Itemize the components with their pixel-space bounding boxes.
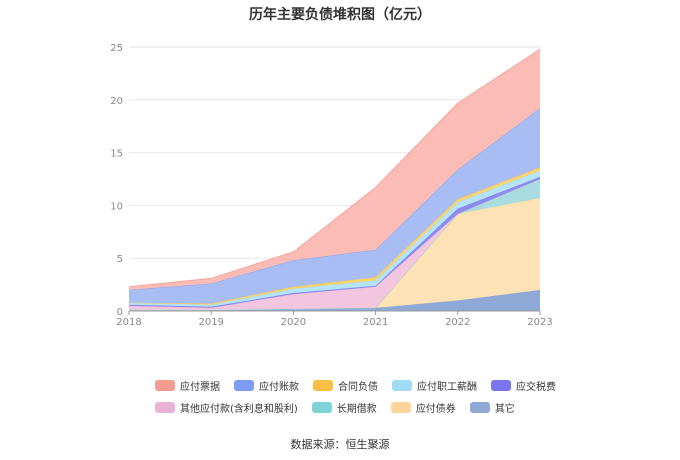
legend-label: 其它	[494, 403, 515, 415]
legend-swatch	[390, 401, 411, 413]
y-tick-label: 15	[110, 149, 123, 160]
legend-item[interactable]: 合同负债	[313, 376, 378, 394]
legend-row-1: 应付票据 应付账款 合同负债 应付职工薪酬 应交税费	[155, 376, 575, 394]
legend-swatch	[155, 379, 175, 391]
legend-item[interactable]: 应付账款	[234, 376, 299, 394]
x-tick-label: 2018	[116, 317, 141, 328]
y-tick-label: 5	[117, 254, 123, 265]
x-tick-label: 2020	[281, 317, 306, 328]
legend-swatch	[313, 379, 333, 391]
legend-item[interactable]: 应付票据	[155, 376, 220, 394]
legend-swatch	[491, 379, 511, 391]
legend-item[interactable]: 其他应付款(含利息和股利)	[155, 398, 298, 416]
legend-label: 应付票据	[180, 381, 220, 393]
y-tick-label: 10	[110, 201, 123, 212]
x-tick-label: 2019	[198, 317, 223, 328]
area-edge-8	[128, 48, 541, 288]
area-series-7	[129, 108, 540, 304]
area-series-1	[129, 198, 540, 310]
data-source-note: 数据来源：恒生聚源	[290, 438, 390, 451]
legend-swatch	[392, 379, 412, 391]
legend-label: 应交税费	[516, 381, 556, 393]
legend-label: 长期借款	[336, 403, 377, 415]
legend-label: 应付账款	[259, 381, 299, 393]
chart-title: 历年主要负债堆积图（亿元）	[249, 7, 431, 23]
legend-swatch	[155, 401, 175, 413]
legend-item[interactable]: 其它	[469, 398, 515, 416]
legend-item[interactable]: 应付职工薪酬	[392, 376, 477, 394]
legend: 应付票据 应付账款 合同负债 应付职工薪酬 应交税费 其他应付款(含利息和股利) 长期借款…	[155, 376, 575, 416]
area-series-8	[129, 49, 540, 290]
legend-swatch	[311, 401, 332, 413]
x-tick-label: 2021	[363, 317, 388, 328]
y-tick-label: 0	[117, 307, 123, 318]
legend-label: 应付债券	[415, 403, 456, 415]
legend-label: 合同负债	[338, 381, 378, 393]
y-tick-label: 25	[110, 43, 123, 54]
legend-row-2: 其他应付款(含利息和股利) 长期借款 应付债券 其它	[155, 398, 575, 416]
legend-swatch	[469, 401, 490, 413]
x-tick-label: 2022	[445, 317, 470, 328]
legend-label: 其他应付款(含利息和股利)	[180, 403, 298, 415]
legend-swatch	[234, 379, 254, 391]
legend-label: 应付职工薪酬	[417, 381, 477, 393]
legend-item[interactable]: 长期借款	[311, 398, 377, 416]
y-tick-label: 20	[110, 96, 123, 107]
area-series-0	[129, 289, 540, 311]
axis-layer: 0 5 10 15 20 25 2018 2019 2020 2021 2022 2023	[110, 43, 552, 328]
x-tick-label: 2023	[527, 317, 552, 328]
legend-item[interactable]: 应交税费	[491, 376, 556, 394]
legend-item[interactable]: 应付债券	[390, 398, 456, 416]
area-layer	[128, 48, 541, 311]
area-edge-7	[128, 107, 541, 291]
